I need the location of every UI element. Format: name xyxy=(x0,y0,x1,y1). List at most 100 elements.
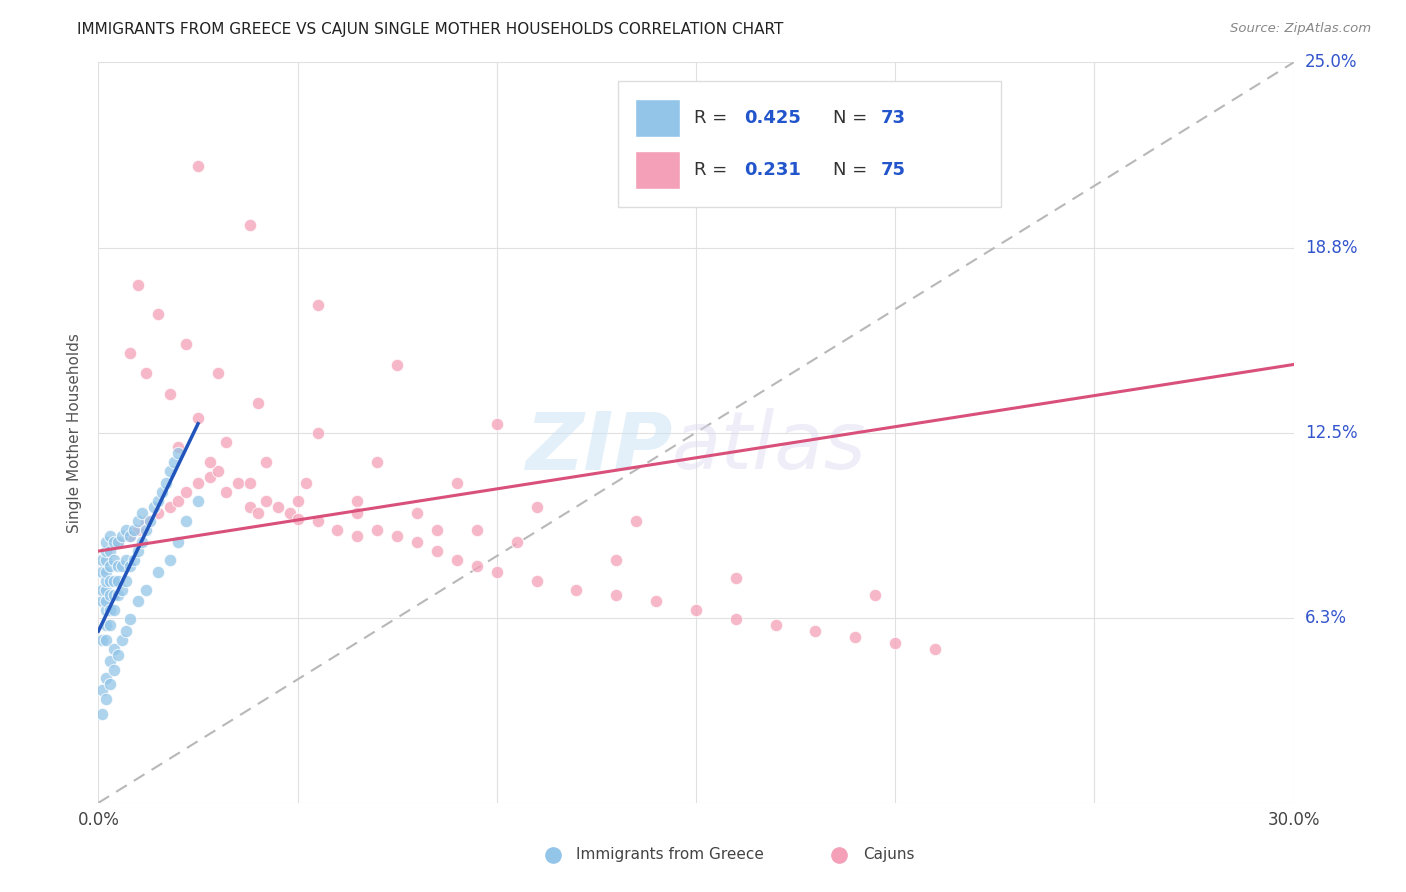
Point xyxy=(526,500,548,514)
Point xyxy=(346,529,368,543)
Y-axis label: Single Mother Households: Single Mother Households xyxy=(67,333,83,533)
Point xyxy=(91,706,114,721)
Point xyxy=(103,589,125,603)
Point xyxy=(187,493,209,508)
Text: 75: 75 xyxy=(882,161,907,178)
Point xyxy=(98,618,122,632)
Point xyxy=(159,500,181,514)
Text: ZIP: ZIP xyxy=(524,409,672,486)
Point xyxy=(215,434,238,449)
Point xyxy=(96,603,118,617)
Point xyxy=(226,475,249,490)
Point xyxy=(103,603,125,617)
Point xyxy=(239,219,262,233)
Point xyxy=(239,500,262,514)
Point xyxy=(465,558,488,573)
FancyBboxPatch shape xyxy=(619,81,1001,207)
Point xyxy=(131,535,153,549)
Point xyxy=(884,636,907,650)
Point xyxy=(115,624,138,638)
Point xyxy=(346,506,368,520)
Point xyxy=(685,603,707,617)
Point xyxy=(844,630,866,644)
Text: R =: R = xyxy=(693,161,733,178)
Point xyxy=(98,589,122,603)
Point xyxy=(127,277,149,292)
Point xyxy=(98,677,122,691)
Point xyxy=(163,455,186,469)
Point xyxy=(143,500,166,514)
Point xyxy=(167,441,190,455)
Text: N =: N = xyxy=(834,109,873,127)
Point xyxy=(174,484,197,499)
Point xyxy=(254,455,277,469)
Point xyxy=(605,589,627,603)
Point xyxy=(111,558,134,573)
Point xyxy=(135,524,157,538)
Point xyxy=(287,511,309,525)
Point xyxy=(127,515,149,529)
Point xyxy=(174,515,197,529)
Point xyxy=(103,574,125,588)
Point xyxy=(385,358,409,372)
Point xyxy=(924,641,946,656)
Point xyxy=(111,529,134,543)
Point xyxy=(307,298,329,312)
Point xyxy=(159,464,181,478)
Point xyxy=(111,582,134,597)
Point xyxy=(246,396,269,410)
Point xyxy=(198,455,221,469)
Point xyxy=(98,529,122,543)
Point xyxy=(98,574,122,588)
Point xyxy=(426,524,449,538)
Point xyxy=(187,159,209,173)
Point xyxy=(98,603,122,617)
Text: 0.425: 0.425 xyxy=(744,109,800,127)
Point xyxy=(207,367,229,381)
Point xyxy=(485,565,508,579)
Point xyxy=(96,553,118,567)
Text: Source: ZipAtlas.com: Source: ZipAtlas.com xyxy=(1230,22,1371,36)
Point xyxy=(159,387,181,401)
Point xyxy=(96,692,118,706)
Point xyxy=(148,493,170,508)
Point xyxy=(865,589,887,603)
Text: 25.0%: 25.0% xyxy=(1305,54,1357,71)
Point xyxy=(565,582,588,597)
Point xyxy=(506,535,529,549)
Text: atlas: atlas xyxy=(672,409,868,486)
Text: R =: R = xyxy=(693,109,733,127)
Text: 6.3%: 6.3% xyxy=(1305,608,1347,627)
Point xyxy=(120,529,142,543)
Point xyxy=(96,582,118,597)
Point xyxy=(198,470,221,484)
Point xyxy=(139,515,162,529)
Point xyxy=(155,475,177,490)
FancyBboxPatch shape xyxy=(636,99,681,137)
Point xyxy=(91,553,114,567)
Point xyxy=(96,672,118,686)
Point xyxy=(215,484,238,499)
Point xyxy=(107,535,129,549)
Point xyxy=(96,544,118,558)
Point xyxy=(103,553,125,567)
Point xyxy=(107,535,129,549)
Point xyxy=(96,535,118,549)
Point xyxy=(96,594,118,608)
Point xyxy=(187,410,209,425)
Point xyxy=(174,336,197,351)
Point xyxy=(765,618,787,632)
Point xyxy=(148,565,170,579)
Point xyxy=(91,632,114,647)
Point xyxy=(446,475,468,490)
Point xyxy=(107,574,129,588)
Point xyxy=(120,612,142,626)
Point xyxy=(107,648,129,662)
Point xyxy=(278,506,301,520)
Point xyxy=(135,367,157,381)
Point xyxy=(124,553,146,567)
Point xyxy=(287,493,309,508)
Point xyxy=(120,345,142,359)
Point xyxy=(96,565,118,579)
Point xyxy=(98,558,122,573)
